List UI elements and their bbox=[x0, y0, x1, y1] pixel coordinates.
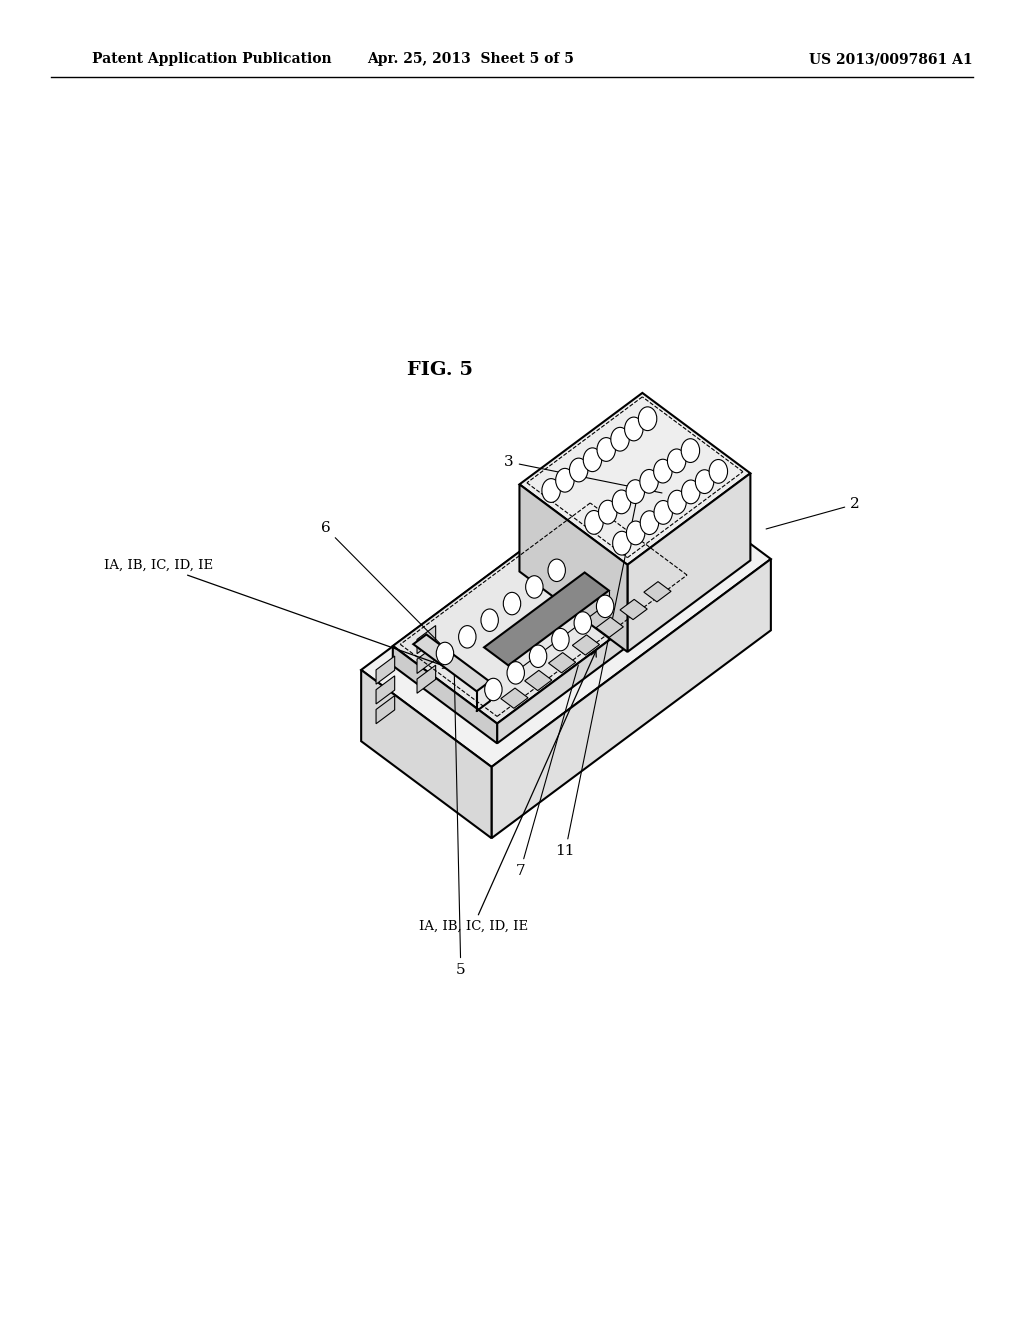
Text: 11: 11 bbox=[555, 492, 638, 858]
Circle shape bbox=[459, 626, 476, 648]
Circle shape bbox=[596, 595, 613, 618]
Circle shape bbox=[529, 645, 547, 668]
Polygon shape bbox=[492, 560, 771, 838]
Text: IA, IB, IC, ID, IE: IA, IB, IC, ID, IE bbox=[104, 558, 449, 668]
Circle shape bbox=[552, 628, 569, 651]
Circle shape bbox=[682, 480, 700, 504]
Polygon shape bbox=[376, 676, 394, 704]
Polygon shape bbox=[596, 618, 624, 638]
Circle shape bbox=[548, 560, 565, 582]
Polygon shape bbox=[501, 688, 528, 709]
Circle shape bbox=[504, 593, 521, 615]
Circle shape bbox=[625, 417, 643, 441]
Text: Patent Application Publication: Patent Application Publication bbox=[92, 53, 332, 66]
Polygon shape bbox=[361, 462, 771, 767]
Circle shape bbox=[481, 609, 499, 631]
Circle shape bbox=[574, 611, 592, 634]
Circle shape bbox=[584, 447, 602, 471]
Circle shape bbox=[638, 407, 656, 430]
Circle shape bbox=[542, 479, 560, 503]
Polygon shape bbox=[417, 645, 435, 673]
Text: 6: 6 bbox=[321, 521, 455, 657]
Text: IA, IB, IC, ID, IE: IA, IB, IC, ID, IE bbox=[419, 651, 596, 933]
Polygon shape bbox=[524, 671, 552, 690]
Circle shape bbox=[710, 459, 728, 483]
Circle shape bbox=[436, 643, 454, 665]
Circle shape bbox=[484, 678, 502, 701]
Circle shape bbox=[597, 438, 615, 462]
Circle shape bbox=[654, 500, 673, 524]
Circle shape bbox=[668, 490, 686, 513]
Circle shape bbox=[668, 449, 686, 473]
Text: US 2013/0097861 A1: US 2013/0097861 A1 bbox=[809, 53, 973, 66]
Text: Apr. 25, 2013  Sheet 5 of 5: Apr. 25, 2013 Sheet 5 of 5 bbox=[368, 53, 574, 66]
Circle shape bbox=[507, 661, 524, 684]
Circle shape bbox=[681, 438, 699, 462]
Text: 5: 5 bbox=[455, 675, 466, 977]
Text: FIG. 5: FIG. 5 bbox=[408, 360, 473, 379]
Circle shape bbox=[640, 511, 658, 535]
Circle shape bbox=[525, 576, 543, 598]
Circle shape bbox=[627, 521, 645, 545]
Circle shape bbox=[610, 428, 629, 451]
Circle shape bbox=[598, 500, 616, 524]
Polygon shape bbox=[393, 645, 497, 743]
Circle shape bbox=[612, 490, 631, 513]
Polygon shape bbox=[519, 393, 751, 565]
Polygon shape bbox=[361, 671, 492, 838]
Circle shape bbox=[640, 470, 658, 494]
Polygon shape bbox=[417, 665, 435, 693]
Polygon shape bbox=[417, 626, 435, 653]
Circle shape bbox=[612, 531, 631, 554]
Polygon shape bbox=[549, 652, 575, 673]
Circle shape bbox=[585, 511, 603, 535]
Polygon shape bbox=[376, 696, 394, 723]
Circle shape bbox=[695, 470, 714, 494]
Text: 3: 3 bbox=[504, 455, 662, 492]
Circle shape bbox=[626, 479, 644, 503]
Polygon shape bbox=[644, 582, 671, 602]
Text: 7: 7 bbox=[515, 665, 579, 878]
Polygon shape bbox=[620, 599, 647, 619]
Polygon shape bbox=[519, 484, 628, 652]
Circle shape bbox=[569, 458, 588, 482]
Polygon shape bbox=[628, 474, 751, 652]
Polygon shape bbox=[376, 656, 394, 684]
Polygon shape bbox=[497, 577, 694, 743]
Polygon shape bbox=[393, 499, 694, 723]
Circle shape bbox=[653, 459, 672, 483]
Text: 2: 2 bbox=[766, 498, 860, 529]
Circle shape bbox=[556, 469, 574, 492]
Polygon shape bbox=[414, 635, 489, 692]
Polygon shape bbox=[484, 573, 609, 665]
Polygon shape bbox=[572, 635, 599, 655]
